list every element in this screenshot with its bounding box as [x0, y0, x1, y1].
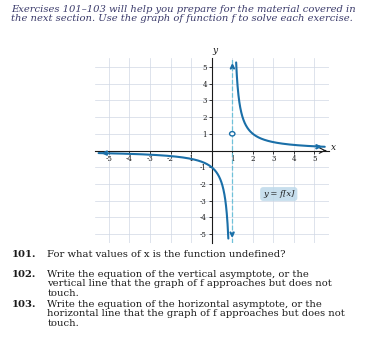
Text: vertical line that the graph of f approaches but does not: vertical line that the graph of f approa… [47, 279, 332, 288]
Circle shape [229, 132, 235, 136]
Text: 102.: 102. [11, 270, 36, 279]
Text: touch.: touch. [47, 289, 79, 298]
Text: y: y [213, 46, 218, 55]
Text: x: x [331, 143, 336, 152]
Text: y = f[x]: y = f[x] [263, 190, 294, 198]
Text: horizontal line that the graph of f approaches but does not: horizontal line that the graph of f appr… [47, 309, 345, 318]
Text: For what values of x is the function undefined?: For what values of x is the function und… [47, 250, 286, 259]
Text: Write the equation of the vertical asymptote, or the: Write the equation of the vertical asymp… [47, 270, 309, 279]
Text: Exercises 101–103 will help you prepare for the material covered in: Exercises 101–103 will help you prepare … [11, 5, 356, 14]
Text: touch.: touch. [47, 319, 79, 327]
Text: Write the equation of the horizontal asymptote, or the: Write the equation of the horizontal asy… [47, 300, 322, 309]
Text: 101.: 101. [11, 250, 36, 259]
Text: the next section. Use the graph of function f to solve each exercise.: the next section. Use the graph of funct… [11, 14, 353, 23]
Text: 103.: 103. [11, 300, 36, 309]
